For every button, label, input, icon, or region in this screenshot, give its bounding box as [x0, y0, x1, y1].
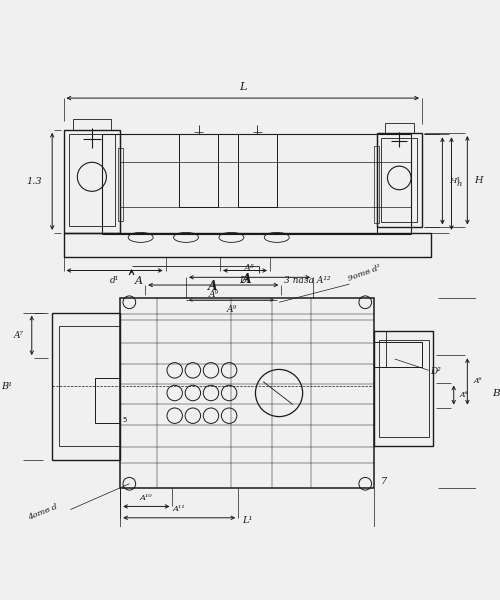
Text: 9отв d²: 9отв d²: [347, 263, 382, 283]
Bar: [385, 123, 414, 133]
Text: 1.3: 1.3: [26, 177, 42, 186]
Bar: [64, 233, 431, 257]
Text: h: h: [457, 179, 462, 188]
Text: A⁶: A⁶: [460, 391, 468, 399]
Text: H: H: [474, 176, 482, 185]
Text: A⁶: A⁶: [473, 377, 482, 385]
Bar: [72, 119, 111, 130]
Bar: [120, 298, 374, 488]
Bar: [59, 326, 120, 446]
Text: A¹⁰: A¹⁰: [140, 494, 152, 502]
Text: A: A: [135, 276, 143, 286]
Bar: [374, 342, 422, 367]
Text: L: L: [239, 82, 246, 92]
Text: 4отв d: 4отв d: [27, 503, 59, 522]
Text: A⁹: A⁹: [208, 290, 218, 299]
Bar: [379, 340, 429, 437]
Text: B¹: B¹: [2, 382, 13, 391]
Bar: [374, 331, 434, 446]
Text: 7: 7: [381, 477, 388, 486]
Text: A¹¹: A¹¹: [173, 505, 186, 513]
Text: A⁷: A⁷: [14, 331, 24, 340]
Text: H³: H³: [448, 177, 460, 185]
Bar: [52, 313, 120, 460]
Bar: [238, 134, 277, 207]
Bar: [96, 378, 120, 424]
Bar: [64, 130, 120, 233]
Text: L¹: L¹: [242, 515, 252, 524]
Text: A⁹: A⁹: [226, 305, 236, 314]
Text: B: B: [492, 389, 500, 398]
Text: A: A: [208, 280, 218, 293]
Bar: [118, 148, 122, 221]
Text: D²: D²: [430, 367, 441, 376]
Text: d¹: d¹: [110, 276, 120, 285]
Bar: [381, 137, 418, 222]
Text: A⁵: A⁵: [244, 264, 255, 273]
Text: 3 паза A¹²: 3 паза A¹²: [284, 276, 330, 285]
Bar: [376, 133, 422, 227]
Bar: [179, 134, 218, 207]
Bar: [69, 134, 115, 226]
Text: 5: 5: [122, 417, 126, 423]
Bar: [374, 146, 379, 223]
Text: A: A: [242, 274, 252, 286]
Text: D¹: D¹: [240, 276, 250, 285]
